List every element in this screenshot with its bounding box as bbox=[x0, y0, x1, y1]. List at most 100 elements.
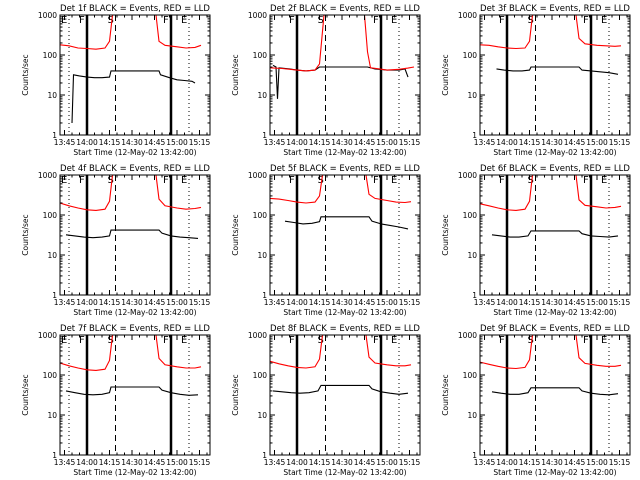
x-tick-label: 14:15 bbox=[519, 138, 541, 147]
y-tick-label: 1 bbox=[262, 291, 267, 300]
lld-series-line bbox=[60, 335, 202, 371]
plot-frame bbox=[479, 334, 631, 456]
marker-label-f: F bbox=[163, 15, 169, 26]
y-tick-label: 10 bbox=[467, 411, 477, 420]
y-tick-label: 10 bbox=[257, 411, 267, 420]
marker-label-f: F bbox=[499, 15, 505, 26]
marker-label-e: E bbox=[61, 335, 67, 346]
x-tick-label: 13:45 bbox=[54, 138, 76, 147]
events-series-line bbox=[272, 384, 409, 395]
x-tick-label: 15:00 bbox=[586, 458, 608, 467]
y-axis-label: Counts/sec bbox=[21, 214, 30, 255]
x-tick-label: 13:45 bbox=[54, 458, 76, 467]
y-tick-label: 1000 bbox=[38, 11, 57, 20]
x-tick-label: 14:00 bbox=[76, 458, 98, 467]
y-tick-label: 10 bbox=[467, 251, 477, 260]
series-group bbox=[480, 335, 622, 396]
x-tick-label: 14:00 bbox=[76, 138, 98, 147]
y-axis-label: Counts/sec bbox=[441, 374, 450, 415]
y-tick-label: 1000 bbox=[458, 331, 477, 340]
x-tick-label: 15:00 bbox=[586, 298, 608, 307]
marker-label-f: F bbox=[499, 175, 505, 186]
y-tick-label: 1000 bbox=[38, 331, 57, 340]
plot-frame bbox=[59, 334, 211, 456]
x-tick-label: 15:15 bbox=[189, 138, 211, 147]
y-tick-label: 1 bbox=[262, 131, 267, 140]
x-tick-label: 15:00 bbox=[586, 138, 608, 147]
panel-1: Det 1f BLACK = Events, RED = LLD Counts/s… bbox=[21, 4, 211, 157]
x-tick-label: 14:00 bbox=[496, 458, 518, 467]
marker-label-s: S bbox=[108, 175, 114, 186]
y-tick-label: 10 bbox=[47, 251, 57, 260]
events-series-line bbox=[496, 66, 619, 75]
series-group bbox=[270, 335, 412, 395]
x-tick-label: 15:00 bbox=[376, 298, 398, 307]
marker-label-f: F bbox=[163, 175, 169, 186]
marker-label-e: E bbox=[391, 335, 397, 346]
y-tick-label: 10 bbox=[47, 411, 57, 420]
marker-label-f: F bbox=[583, 175, 589, 186]
x-tick-label: 14:15 bbox=[99, 458, 121, 467]
y-tick-label: 100 bbox=[253, 371, 268, 380]
y-axis-label: Counts/sec bbox=[441, 54, 450, 95]
marker-label-f: F bbox=[79, 175, 85, 186]
x-tick-label: 15:00 bbox=[376, 458, 398, 467]
x-axis-label: Start Time (12-May-02 13:42:00) bbox=[283, 308, 406, 317]
x-tick-label: 14:45 bbox=[144, 458, 166, 467]
marker-label-f: F bbox=[373, 335, 379, 346]
y-tick-label: 100 bbox=[253, 211, 268, 220]
x-tick-label: 14:15 bbox=[99, 138, 121, 147]
marker-label-f: F bbox=[583, 335, 589, 346]
x-tick-label: 14:00 bbox=[286, 458, 308, 467]
plot-frame bbox=[59, 174, 211, 296]
panel-title: Det 7f BLACK = Events, RED = LLD bbox=[60, 324, 210, 334]
y-tick-label: 10 bbox=[467, 91, 477, 100]
x-tick-label: 14:30 bbox=[121, 458, 143, 467]
x-tick-label: 15:15 bbox=[189, 298, 211, 307]
x-tick-label: 15:15 bbox=[399, 298, 421, 307]
panel-8: Det 8f BLACK = Events, RED = LLD Counts/s… bbox=[231, 324, 421, 477]
y-tick-label: 1 bbox=[262, 451, 267, 460]
y-tick-label: 1 bbox=[472, 131, 477, 140]
events-series-line bbox=[65, 386, 199, 396]
lld-series-line bbox=[480, 335, 622, 370]
marker-label-f: F bbox=[79, 335, 85, 346]
marker-label-e: E bbox=[601, 175, 607, 186]
marker-label-s: S bbox=[108, 15, 114, 26]
x-tick-label: 13:45 bbox=[474, 298, 496, 307]
marker-label-e: E bbox=[181, 15, 187, 26]
x-tick-label: 14:30 bbox=[331, 298, 353, 307]
x-tick-label: 15:15 bbox=[189, 458, 211, 467]
x-tick-label: 14:15 bbox=[99, 298, 121, 307]
marker-label-e: E bbox=[391, 15, 397, 26]
x-tick-label: 14:45 bbox=[564, 138, 586, 147]
x-tick-label: 15:15 bbox=[399, 458, 421, 467]
x-axis-label: Start Time (12-May-02 13:42:00) bbox=[493, 148, 616, 157]
x-axis-label: Start Time (12-May-02 13:42:00) bbox=[283, 148, 406, 157]
marker-label-e: E bbox=[61, 15, 67, 26]
lld-series-line bbox=[60, 175, 202, 211]
plot-frame bbox=[479, 14, 631, 136]
x-tick-label: 13:45 bbox=[474, 138, 496, 147]
marker-label-e: E bbox=[601, 15, 607, 26]
y-tick-label: 1 bbox=[472, 291, 477, 300]
y-tick-label: 1 bbox=[52, 451, 57, 460]
plot-frame bbox=[269, 14, 421, 136]
marker-label-f: F bbox=[499, 335, 505, 346]
marker-label-s: S bbox=[318, 15, 324, 26]
series-group bbox=[60, 175, 202, 239]
marker-label-s: S bbox=[528, 175, 534, 186]
x-tick-label: 14:45 bbox=[564, 298, 586, 307]
x-tick-label: 14:45 bbox=[354, 138, 376, 147]
series-group bbox=[270, 175, 412, 230]
y-axis-label: Counts/sec bbox=[231, 374, 240, 415]
x-tick-label: 15:00 bbox=[166, 138, 188, 147]
panel-title: Det 8f BLACK = Events, RED = LLD bbox=[270, 324, 420, 334]
panel-title: Det 3f BLACK = Events, RED = LLD bbox=[480, 4, 630, 14]
y-tick-label: 1000 bbox=[38, 171, 57, 180]
marker-label-f: F bbox=[163, 335, 169, 346]
marker-label-f: F bbox=[583, 15, 589, 26]
x-tick-label: 14:30 bbox=[121, 298, 143, 307]
plot-frame bbox=[269, 174, 421, 296]
